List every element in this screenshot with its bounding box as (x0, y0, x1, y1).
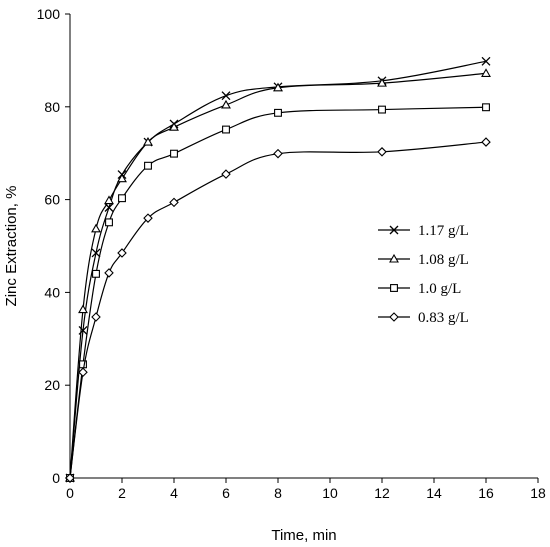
data-point (273, 82, 283, 92)
data-point (481, 68, 491, 77)
axes (65, 13, 539, 483)
data-point (91, 248, 101, 258)
legend-marker (390, 284, 398, 292)
data-point (481, 137, 491, 147)
data-point (65, 473, 75, 483)
legend-label: 1.0 g/L (418, 281, 461, 297)
data-point (105, 218, 113, 227)
data-point (482, 103, 490, 112)
data-point (221, 91, 231, 101)
data-point (118, 194, 126, 203)
data-point (169, 197, 179, 208)
data-point (104, 195, 114, 205)
data-point (378, 105, 386, 114)
data-point (117, 173, 127, 183)
y-tick-label: 20 (44, 377, 60, 393)
data-point (221, 169, 231, 179)
x-axis-label: Time, min (271, 527, 336, 544)
series-line (69, 72, 487, 479)
y-tick-label: 0 (52, 470, 60, 486)
data-point (169, 122, 179, 131)
x-tick-label: 12 (374, 485, 390, 501)
legend-marker (389, 312, 399, 322)
legend: 1.17 g/L 1.08 g/L 1.0 g/L 0.83 g/L (378, 223, 469, 326)
data-point (117, 248, 127, 258)
x-tick-label: 8 (274, 485, 282, 501)
y-tick-label: 100 (37, 6, 61, 22)
series-line (69, 60, 487, 479)
x-tick-label: 14 (426, 485, 442, 501)
x-tick-label: 18 (530, 485, 546, 501)
data-point (274, 108, 282, 117)
data-point (104, 268, 114, 278)
data-point (78, 367, 88, 377)
legend-label: 0.83 g/L (418, 310, 469, 326)
x-tick-label: 16 (478, 485, 494, 501)
data-point (481, 56, 491, 66)
data-point (377, 147, 387, 157)
data-point (221, 99, 231, 109)
series-diamond (65, 137, 491, 483)
data-point (92, 269, 100, 278)
y-axis-label: Zinc Extraction, % (3, 186, 20, 307)
data-point (91, 223, 101, 233)
legend-label: 1.08 g/L (418, 252, 469, 268)
data-point (91, 312, 101, 322)
data-point (170, 149, 178, 158)
tick-labels: 0 2 4 6 8 10 12 14 16 18 0 20 40 60 80 100 (37, 6, 546, 501)
x-tick-label: 0 (66, 485, 74, 501)
data-point (273, 148, 283, 159)
data-point (222, 125, 230, 134)
series-triangle (65, 68, 491, 482)
legend-marker (389, 225, 399, 235)
legend-label: 1.17 g/L (418, 223, 469, 239)
data-point (144, 161, 152, 170)
series-layer (65, 56, 491, 483)
data-point (78, 304, 88, 314)
data-point (143, 213, 153, 223)
data-point (377, 78, 387, 87)
y-tick-label: 80 (44, 99, 60, 115)
x-tick-label: 6 (222, 485, 230, 501)
x-tick-label: 4 (170, 485, 178, 501)
x-tick-label: 10 (322, 485, 338, 501)
y-tick-label: 60 (44, 192, 60, 208)
y-tick-label: 40 (44, 284, 60, 300)
series-x (65, 56, 491, 483)
x-tick-label: 2 (118, 485, 126, 501)
legend-marker (389, 253, 399, 263)
data-point (143, 136, 153, 146)
